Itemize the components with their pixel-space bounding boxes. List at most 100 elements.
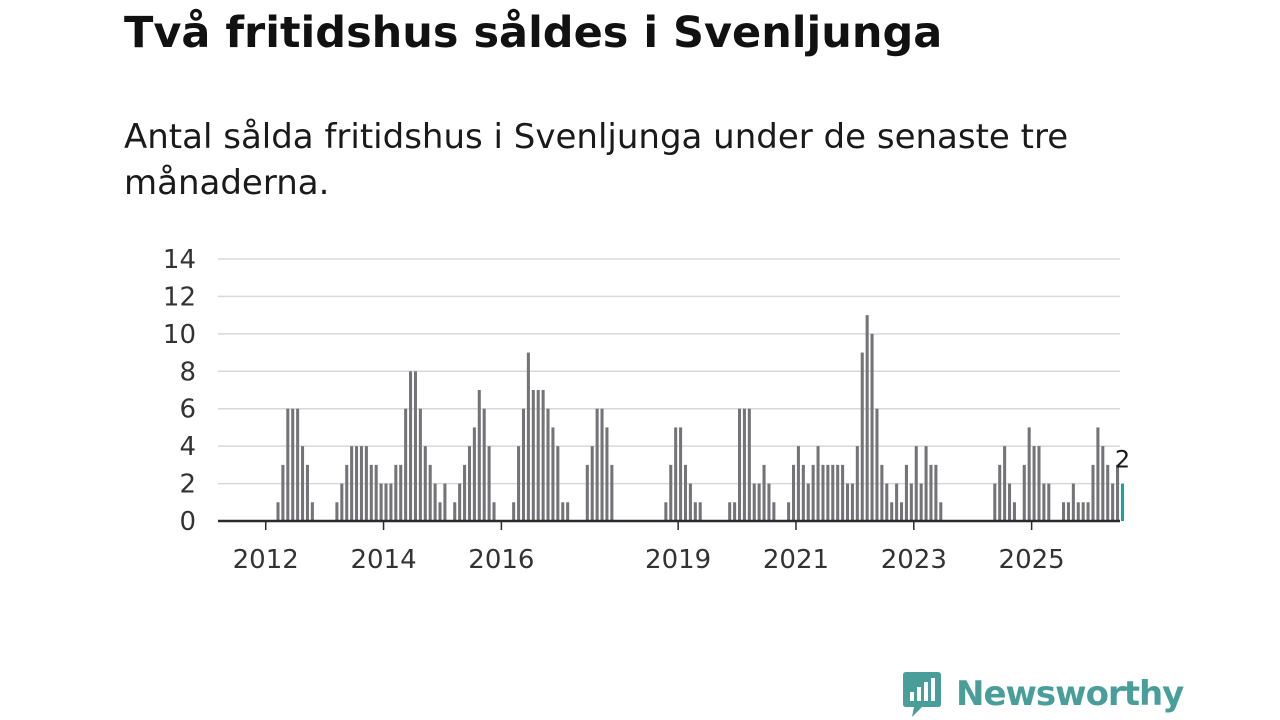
- y-tick-label: 12: [163, 282, 196, 312]
- bar: [890, 502, 894, 521]
- bar: [752, 483, 756, 521]
- bar: [399, 464, 403, 521]
- bar: [688, 483, 692, 521]
- bar: [737, 408, 742, 521]
- bar: [850, 483, 854, 521]
- bar: [1003, 446, 1007, 521]
- bar: [369, 464, 373, 521]
- bar: [458, 483, 462, 521]
- bar: [443, 483, 447, 521]
- bar: [767, 483, 771, 521]
- bar: [541, 390, 545, 521]
- bar: [1012, 502, 1016, 521]
- bar: [355, 446, 359, 521]
- bar: [546, 408, 550, 521]
- bar: [791, 464, 796, 521]
- bar: [590, 446, 594, 521]
- bar: [929, 464, 933, 521]
- bar: [1008, 483, 1012, 521]
- y-tick-label: 4: [179, 432, 196, 462]
- y-tick-label: 8: [179, 357, 196, 387]
- bar: [467, 446, 471, 521]
- bar: [1047, 483, 1051, 521]
- bar: [895, 483, 899, 521]
- bar: [536, 390, 540, 521]
- bar: [909, 483, 913, 521]
- bar: [526, 352, 530, 521]
- bar: [880, 464, 884, 521]
- bar: [1091, 464, 1095, 521]
- bar: [865, 315, 869, 521]
- bar: [1096, 427, 1100, 521]
- bar: [674, 427, 678, 521]
- bar: [821, 464, 825, 521]
- bar: [816, 446, 820, 521]
- bar: [787, 502, 791, 521]
- y-tick-label: 6: [179, 395, 196, 425]
- bar: [600, 408, 604, 521]
- bar: [585, 464, 589, 521]
- bar: [998, 464, 1002, 521]
- bar: [806, 483, 810, 521]
- bar: [1062, 502, 1066, 521]
- bar: [472, 427, 476, 521]
- bar: [747, 408, 751, 521]
- bar: [413, 371, 417, 521]
- bar: [698, 502, 702, 521]
- chart-subtitle: Antal sålda fritidshus i Svenljunga unde…: [124, 117, 1069, 203]
- bar: [801, 464, 805, 521]
- bar: [993, 483, 997, 521]
- bar: [296, 408, 300, 521]
- bar: [1076, 502, 1080, 521]
- bar: [423, 446, 427, 521]
- bar: [669, 464, 673, 521]
- bar: [899, 502, 904, 521]
- bar: [875, 408, 879, 521]
- x-tick-label: 2025: [999, 545, 1065, 575]
- bar: [924, 446, 928, 521]
- bar: [394, 464, 398, 521]
- newsworthy-wordmark: Newsworthy: [956, 674, 1184, 714]
- bar: [733, 502, 737, 521]
- bar: [310, 502, 314, 521]
- bar: [826, 464, 830, 521]
- bar: [291, 408, 295, 521]
- bar: [831, 464, 835, 521]
- bar: [438, 502, 442, 521]
- x-tick-label: 2014: [350, 545, 416, 575]
- bar: [610, 464, 614, 521]
- bar: [335, 502, 339, 521]
- bar: [453, 502, 457, 521]
- bar: [1081, 502, 1085, 521]
- newsworthy-bar-chart-bubble-icon: [903, 672, 941, 717]
- bar: [482, 408, 486, 521]
- bar: [1071, 483, 1075, 521]
- bar: [350, 446, 354, 521]
- bar: [885, 483, 889, 521]
- bar: [404, 408, 408, 521]
- bar: [359, 446, 363, 521]
- bar: [772, 502, 776, 521]
- bar: [305, 464, 309, 521]
- bar: [683, 464, 688, 521]
- chart-title: Två fritidshus såldes i Svenljunga: [124, 8, 943, 58]
- x-tick-label: 2012: [233, 545, 299, 575]
- bar: [934, 464, 938, 521]
- bar: [693, 502, 697, 521]
- bar: [566, 502, 570, 521]
- bar: [409, 371, 413, 521]
- bar: [384, 483, 388, 521]
- bar: [855, 446, 859, 521]
- bar: [811, 464, 815, 521]
- bar: [845, 483, 850, 521]
- y-tick-label: 10: [163, 320, 196, 350]
- bar: [492, 502, 496, 521]
- bar: [428, 464, 432, 521]
- bar: [281, 464, 285, 521]
- bar: [836, 464, 840, 521]
- bar: [728, 502, 732, 521]
- bar: [531, 390, 535, 521]
- bar: [1066, 502, 1070, 521]
- bar: [1086, 502, 1090, 521]
- x-tick-label: 2021: [763, 545, 829, 575]
